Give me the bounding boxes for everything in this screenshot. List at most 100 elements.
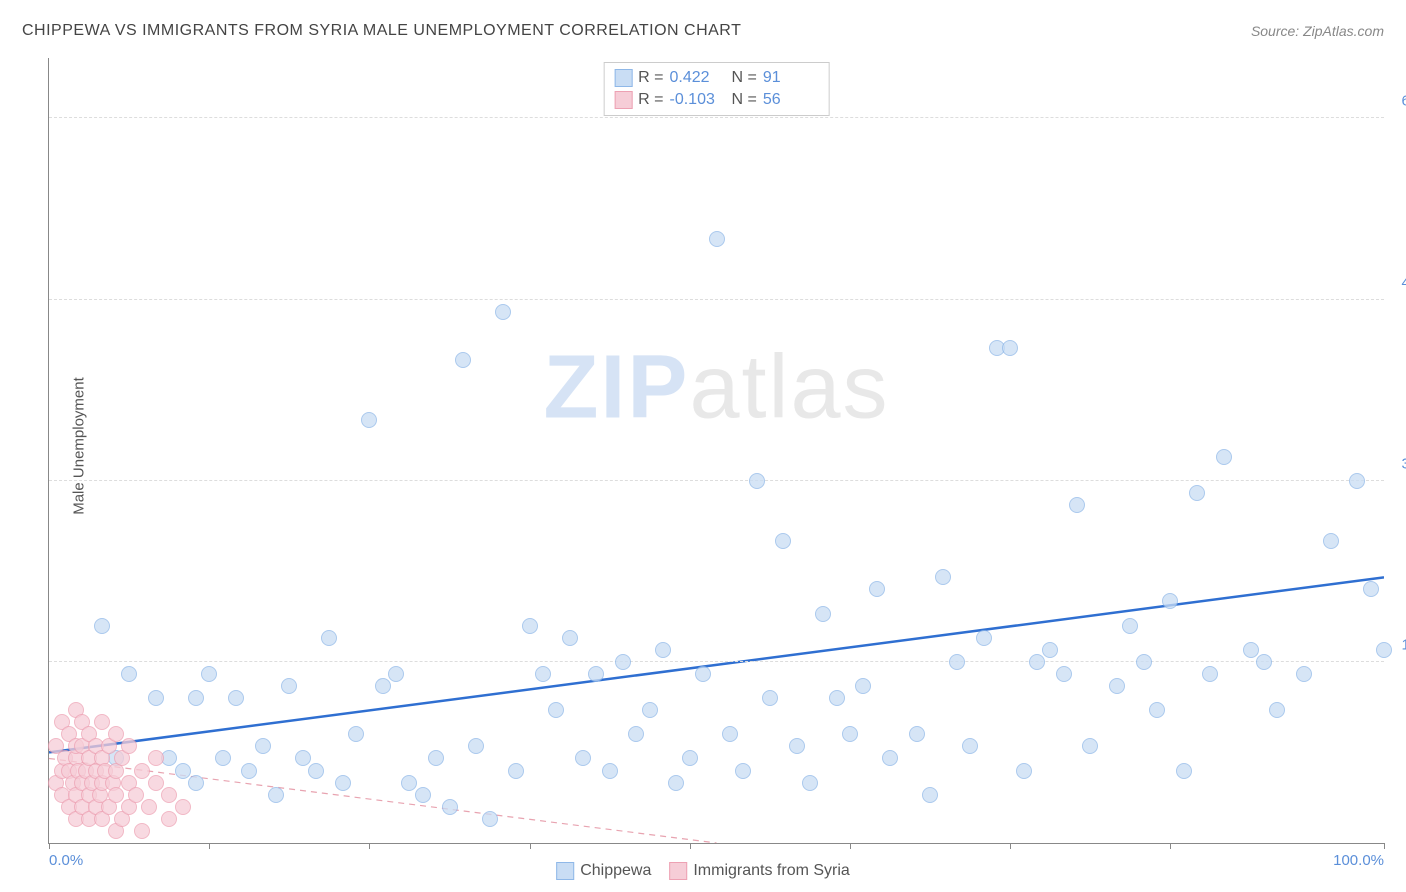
scatter-point (134, 763, 150, 779)
scatter-point (94, 618, 110, 634)
scatter-point (1269, 702, 1285, 718)
scatter-point (522, 618, 538, 634)
y-tick-label: 60.0% (1401, 93, 1406, 110)
scatter-point (548, 702, 564, 718)
scatter-point (495, 304, 511, 320)
scatter-point (749, 473, 765, 489)
scatter-point (949, 654, 965, 670)
scatter-point (255, 738, 271, 754)
scatter-point (335, 775, 351, 791)
scatter-point (1256, 654, 1272, 670)
scatter-point (215, 750, 231, 766)
scatter-point (175, 799, 191, 815)
scatter-point (415, 787, 431, 803)
x-tick (49, 843, 50, 849)
legend-label: Immigrants from Syria (693, 862, 849, 880)
scatter-point (588, 666, 604, 682)
scatter-point (1162, 593, 1178, 609)
scatter-point (668, 775, 684, 791)
x-tick (369, 843, 370, 849)
scatter-point (1109, 678, 1125, 694)
legend-r-value: 0.422 (670, 69, 726, 87)
y-tick-label: 15.0% (1401, 636, 1406, 653)
scatter-point (628, 726, 644, 742)
legend-r-value: -0.103 (670, 91, 726, 109)
scatter-point (1349, 473, 1365, 489)
scatter-point (188, 690, 204, 706)
scatter-point (1243, 642, 1259, 658)
title-bar: CHIPPEWA VS IMMIGRANTS FROM SYRIA MALE U… (22, 22, 1384, 40)
scatter-point (1363, 581, 1379, 597)
scatter-point (128, 787, 144, 803)
scatter-point (508, 763, 524, 779)
scatter-point (1136, 654, 1152, 670)
scatter-point (575, 750, 591, 766)
scatter-point (562, 630, 578, 646)
scatter-point (1189, 485, 1205, 501)
scatter-point (655, 642, 671, 658)
scatter-point (909, 726, 925, 742)
legend-row: R =-0.103N =56 (614, 89, 819, 111)
scatter-point (1296, 666, 1312, 682)
scatter-point (882, 750, 898, 766)
correlation-legend: R =0.422N =91R =-0.103N =56 (603, 62, 830, 116)
scatter-point (94, 714, 110, 730)
x-tick-label: 0.0% (49, 852, 83, 869)
scatter-point (375, 678, 391, 694)
chart-title: CHIPPEWA VS IMMIGRANTS FROM SYRIA MALE U… (22, 22, 741, 40)
scatter-point (241, 763, 257, 779)
scatter-point (962, 738, 978, 754)
legend-r-label: R = (638, 91, 663, 109)
scatter-point (1002, 340, 1018, 356)
legend-swatch (614, 91, 632, 109)
scatter-point (935, 569, 951, 585)
scatter-point (615, 654, 631, 670)
y-tick-label: 45.0% (1401, 274, 1406, 291)
scatter-point (1149, 702, 1165, 718)
x-tick (1010, 843, 1011, 849)
legend-swatch (556, 862, 574, 880)
scatter-point (228, 690, 244, 706)
scatter-point (735, 763, 751, 779)
scatter-point (842, 726, 858, 742)
legend-item: Immigrants from Syria (669, 862, 849, 880)
scatter-point (108, 787, 124, 803)
x-tick (530, 843, 531, 849)
scatter-point (188, 775, 204, 791)
plot-area: ZIPatlas R =0.422N =91R =-0.103N =56 15.… (48, 58, 1384, 844)
scatter-point (642, 702, 658, 718)
scatter-point (1202, 666, 1218, 682)
scatter-point (161, 787, 177, 803)
scatter-point (321, 630, 337, 646)
legend-n-label: N = (732, 69, 757, 87)
scatter-point (108, 726, 124, 742)
scatter-point (148, 775, 164, 791)
scatter-point (762, 690, 778, 706)
scatter-point (869, 581, 885, 597)
scatter-point (281, 678, 297, 694)
legend-n-value: 56 (763, 91, 819, 109)
legend-n-value: 91 (763, 69, 819, 87)
legend-row: R =0.422N =91 (614, 67, 819, 89)
scatter-point (268, 787, 284, 803)
scatter-point (401, 775, 417, 791)
watermark: ZIPatlas (543, 336, 889, 439)
gridline (49, 480, 1384, 481)
scatter-point (682, 750, 698, 766)
series-legend: ChippewaImmigrants from Syria (556, 862, 850, 880)
scatter-point (442, 799, 458, 815)
scatter-point (602, 763, 618, 779)
scatter-point (361, 412, 377, 428)
scatter-point (141, 799, 157, 815)
scatter-point (161, 811, 177, 827)
scatter-point (455, 352, 471, 368)
scatter-point (1016, 763, 1032, 779)
scatter-point (855, 678, 871, 694)
source-label: Source: ZipAtlas.com (1251, 23, 1384, 39)
x-tick (1170, 843, 1171, 849)
scatter-point (468, 738, 484, 754)
gridline (49, 661, 1384, 662)
scatter-point (1056, 666, 1072, 682)
gridline (49, 117, 1384, 118)
y-tick-label: 30.0% (1401, 455, 1406, 472)
